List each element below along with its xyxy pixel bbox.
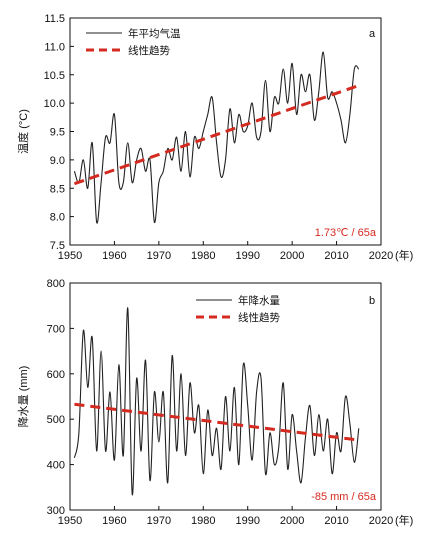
x-tick-label: 2020 [369, 515, 393, 527]
y-tick-label: 9.0 [50, 155, 65, 167]
legend-label: 年降水量 [238, 294, 280, 307]
x-tick-label: 2020 [369, 250, 393, 262]
x-tick-label: 1970 [147, 515, 171, 527]
panel-letter: a [369, 28, 376, 40]
panel-b-precipitation: 1950 1960 1970 1980 1990 2000 2010 2020 (年) 300 40… [16, 278, 413, 527]
x-unit-label: (年) [395, 513, 413, 527]
panel-letter: b [369, 295, 375, 307]
x-tick-label: 1950 [58, 515, 82, 527]
y-tick-label: 700 [47, 323, 65, 335]
y-tick-label: 500 [47, 414, 65, 426]
y-tick-label: 10.0 [44, 98, 65, 110]
y-tick-label: 800 [47, 278, 65, 290]
y-tick-label: 9.5 [50, 127, 65, 139]
y-axis-title: 温度 (°C) [16, 109, 30, 154]
x-tick-label: 1960 [102, 250, 126, 262]
x-tick-label: 1970 [147, 250, 171, 262]
y-tick-label: 8.0 [50, 212, 65, 224]
x-tick-label: 1950 [58, 250, 82, 262]
x-tick-label: 2000 [280, 250, 304, 262]
y-tick-label: 7.5 [50, 240, 65, 252]
x-tick-label: 1980 [191, 250, 215, 262]
plot-frame [69, 17, 382, 246]
y-tick-label: 10.5 [44, 70, 65, 82]
y-tick-label: 8.5 [50, 183, 65, 195]
x-tick-label: 1990 [235, 515, 259, 527]
legend-label: 线性趋势 [128, 44, 170, 57]
legend-label: 年平均气温 [128, 27, 181, 40]
x-tick-label: 2000 [280, 515, 304, 527]
plot-frame [69, 282, 382, 511]
x-unit-label: (年) [395, 248, 413, 262]
x-tick-label: 2010 [324, 515, 348, 527]
y-tick-label: 11.5 [44, 13, 65, 25]
y-axis-title: 降水量 (mm) [16, 366, 30, 428]
x-tick-label: 2010 [324, 250, 348, 262]
x-tick-label: 1990 [235, 250, 259, 262]
panel-a-temperature: 1950 1960 1970 1980 1990 2000 2010 2020 (年) 7.5 8.… [16, 13, 413, 262]
series-line-annual [73, 51, 360, 224]
series-line-trend [73, 84, 360, 186]
y-tick-label: 11.0 [44, 41, 65, 53]
trend-annotation: 1.73℃ / 65a [315, 227, 377, 239]
legend-label: 线性趋势 [238, 311, 280, 324]
x-tick-label: 1960 [102, 515, 126, 527]
series-line-annual [73, 307, 360, 495]
x-tick-label: 1980 [191, 515, 215, 527]
y-tick-label: 600 [47, 369, 65, 381]
y-tick-label: 300 [47, 505, 65, 517]
trend-annotation: -85 mm / 65a [311, 491, 377, 503]
y-tick-label: 400 [47, 460, 65, 472]
